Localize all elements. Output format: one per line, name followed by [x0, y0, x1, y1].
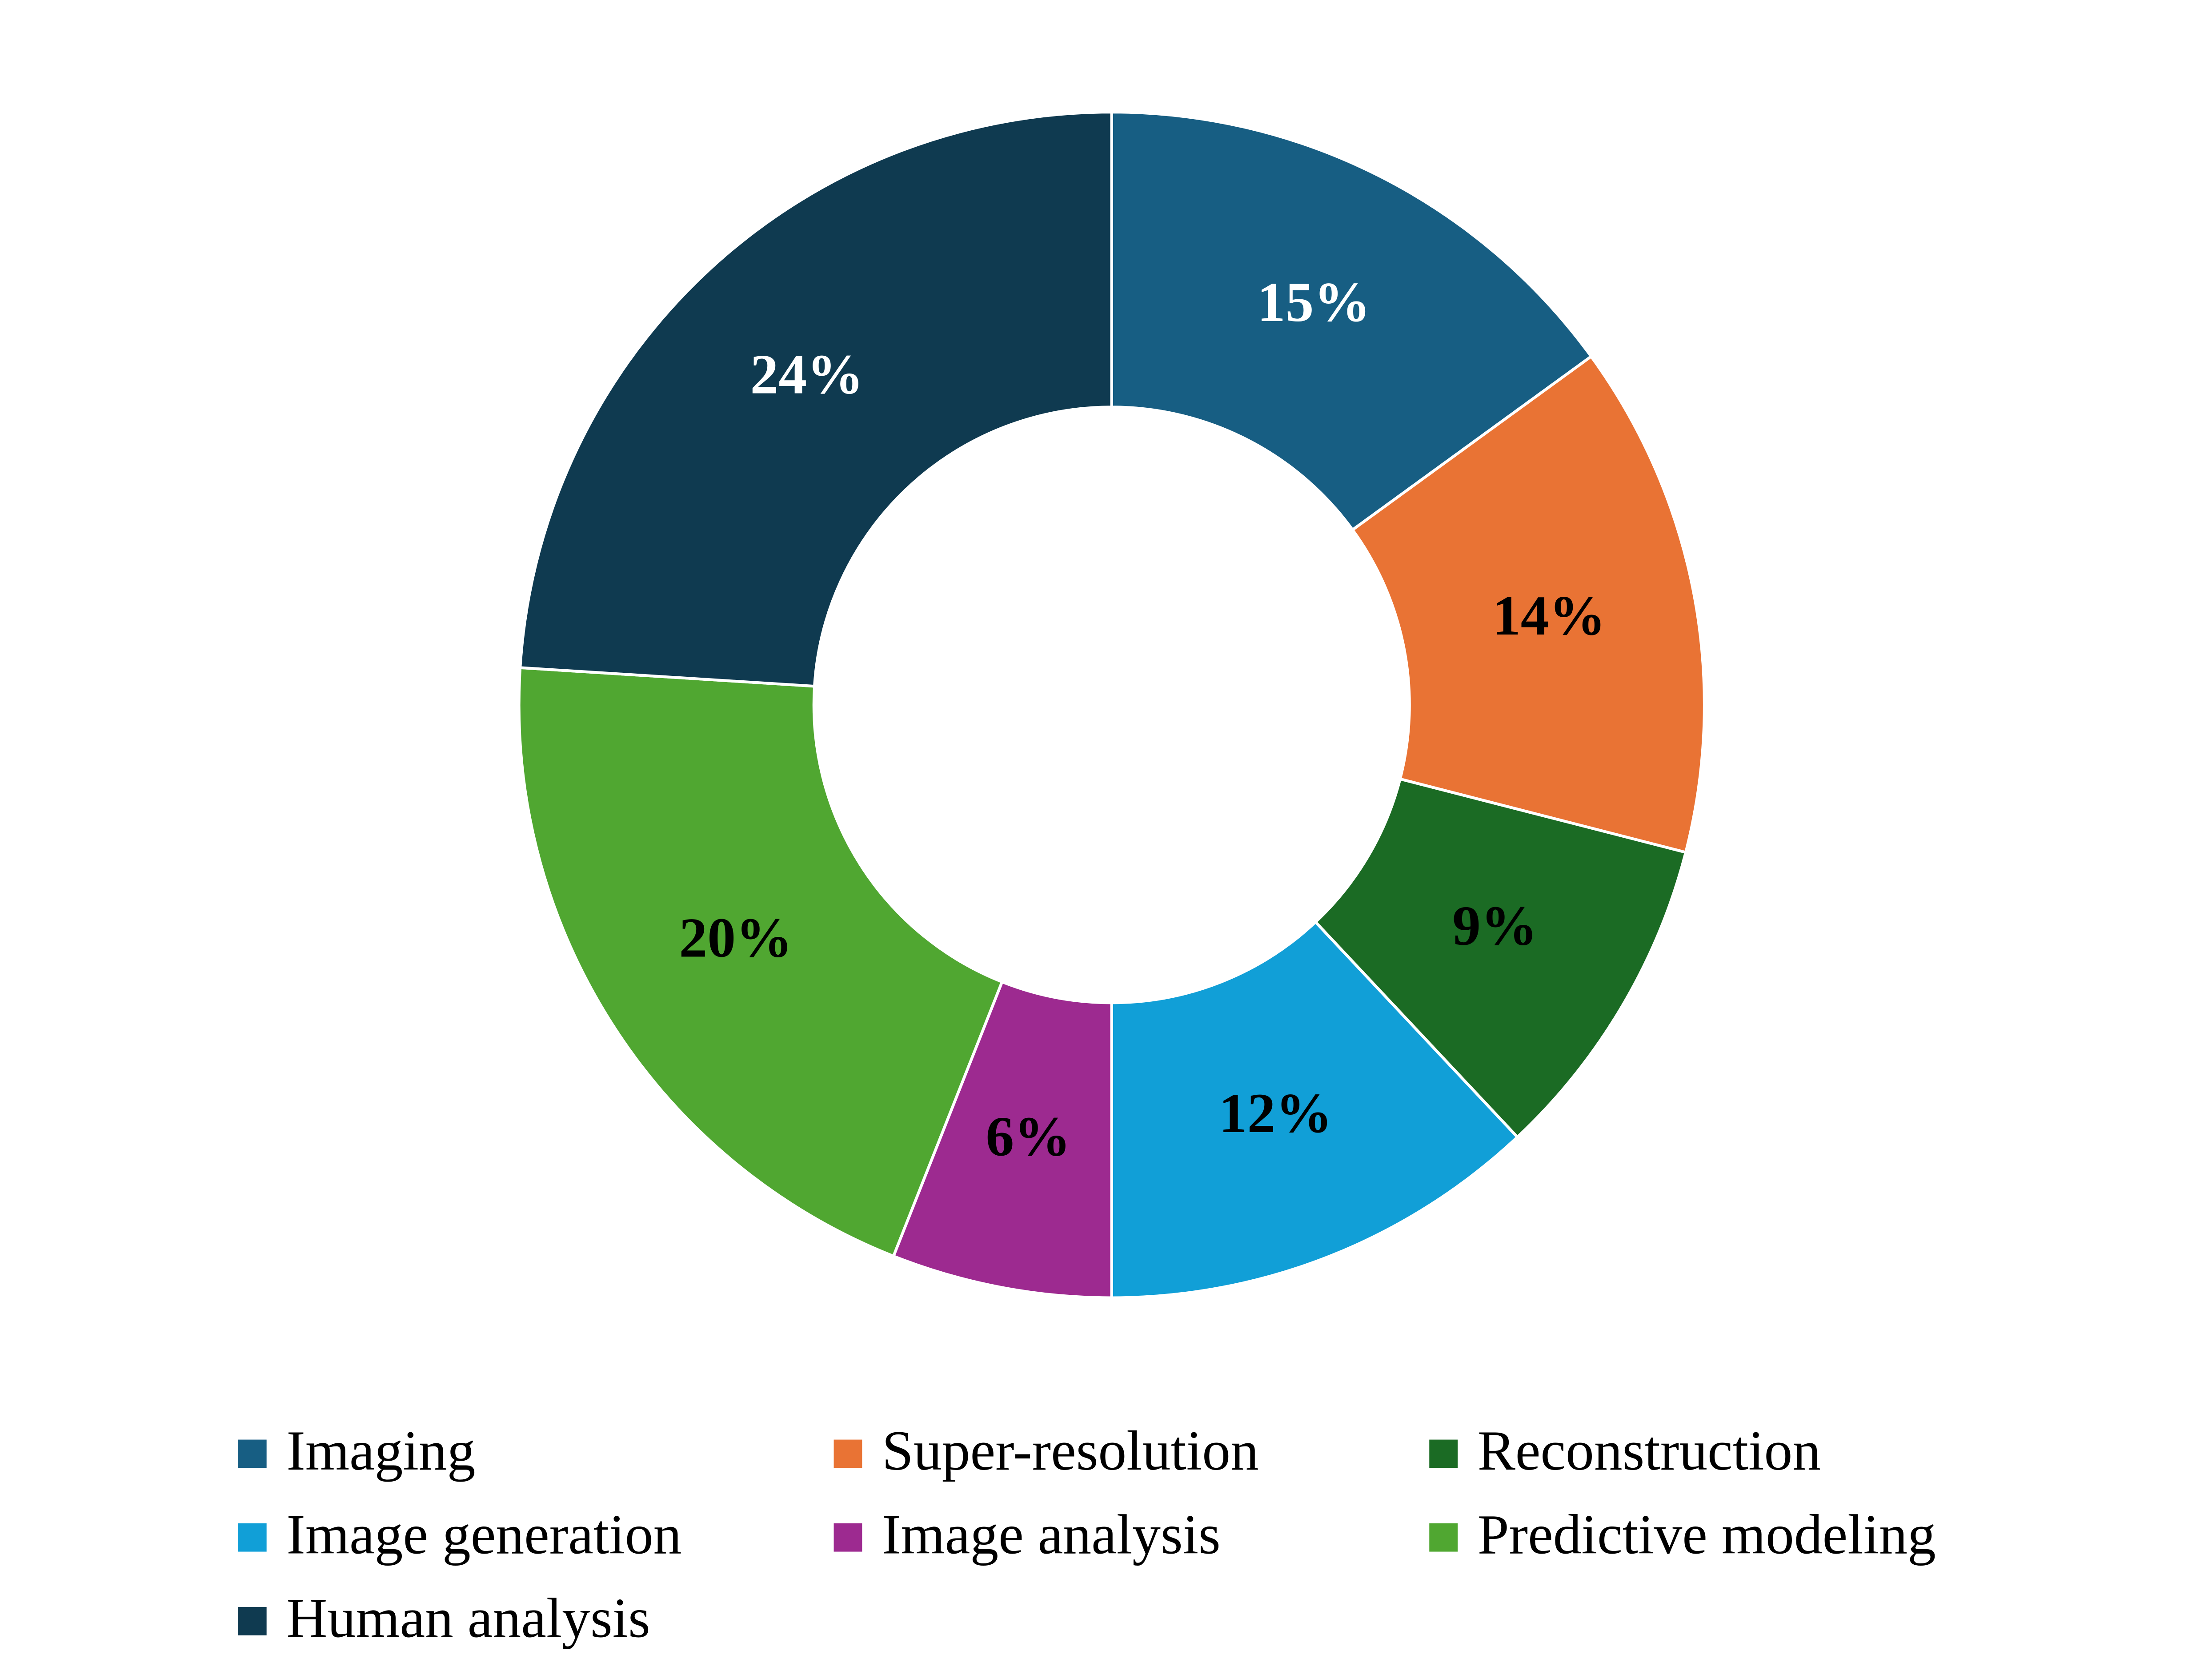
legend-swatch: [1429, 1523, 1458, 1552]
legend-label: Human analysis: [286, 1587, 650, 1650]
data-label: 24%: [750, 342, 864, 406]
legend-label: Image analysis: [882, 1502, 1221, 1566]
legend-swatch: [1429, 1439, 1458, 1468]
donut-slice: [1110, 920, 1519, 1299]
data-label: 9%: [1452, 894, 1537, 957]
data-label: 6%: [986, 1105, 1070, 1168]
donut-slice: [1110, 110, 1593, 532]
data-label: 12%: [1219, 1081, 1332, 1145]
legend-label: Imaging: [286, 1419, 475, 1482]
legend-label: Predictive modeling: [1478, 1502, 1936, 1566]
donut-slice: [891, 980, 1113, 1299]
legend-swatch: [238, 1607, 267, 1635]
donut-slice: [1350, 354, 1706, 854]
legend-label: Image generation: [286, 1502, 681, 1566]
data-label: 14%: [1492, 584, 1606, 647]
donut-slice: [1313, 777, 1688, 1139]
legend-label: Super-resolution: [882, 1419, 1259, 1482]
legend-swatch: [834, 1439, 862, 1468]
legend-swatch: [238, 1439, 267, 1468]
legend-swatch: [834, 1523, 862, 1552]
data-label: 15%: [1257, 270, 1370, 333]
data-label: 20%: [679, 906, 793, 969]
donut-slice: [518, 110, 1113, 688]
donut-slice: [517, 666, 1004, 1258]
legend-label: Reconstruction: [1478, 1419, 1821, 1482]
legend-swatch: [238, 1523, 267, 1552]
